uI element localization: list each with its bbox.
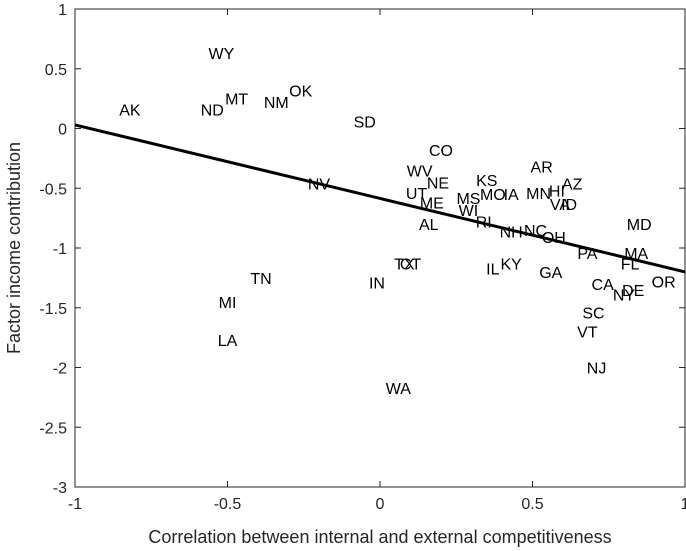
- y-axis-label: Factor income contribution: [4, 142, 24, 354]
- point-label-in: IN: [369, 276, 385, 293]
- point-label-tn: TN: [250, 271, 271, 288]
- point-label-al: AL: [419, 217, 439, 234]
- x-tick-label: -1: [68, 496, 82, 513]
- y-tick-label: 0.5: [45, 62, 67, 79]
- point-label-nd: ND: [201, 102, 224, 119]
- trend-line: [74, 123, 686, 274]
- point-label-az: AZ: [562, 176, 583, 193]
- x-tick-label: -0.5: [214, 496, 242, 513]
- point-label-mn: MN: [526, 186, 551, 203]
- point-label-nh: NH: [500, 224, 523, 241]
- point-label-la: LA: [218, 333, 238, 350]
- x-tick-label: 0.5: [521, 496, 543, 513]
- axis-ticks: [74, 8, 686, 488]
- point-label-co: CO: [429, 143, 453, 160]
- point-label-fl: FL: [621, 257, 640, 274]
- point-label-il: IL: [486, 261, 499, 278]
- y-tick-label: -1: [53, 241, 67, 258]
- point-label-hi: HI: [549, 184, 565, 201]
- x-tick-label: 0: [376, 496, 385, 513]
- point-label-md: MD: [627, 217, 652, 234]
- point-label-ct: CT: [400, 257, 422, 274]
- point-label-ia: IA: [504, 187, 519, 204]
- point-label-ri: RI: [476, 215, 492, 232]
- y-tick-label: -2: [53, 361, 67, 378]
- x-axis-label: Correlation between internal and externa…: [148, 527, 611, 547]
- point-label-va: VA: [550, 197, 570, 214]
- point-label-or: OR: [652, 274, 676, 291]
- y-tick-label: -2.5: [39, 420, 67, 437]
- point-label-sc: SC: [582, 306, 604, 323]
- point-label-nc: NC: [524, 223, 547, 240]
- point-label-mt: MT: [225, 92, 248, 109]
- point-label-mo: MO: [480, 187, 506, 204]
- y-tick-label: -3: [53, 480, 67, 497]
- point-label-wv: WV: [407, 163, 433, 180]
- point-label-wi: WI: [459, 203, 479, 220]
- y-tick-label: -1.5: [39, 301, 67, 318]
- point-label-sd: SD: [354, 114, 376, 131]
- point-label-ca: CA: [592, 277, 615, 294]
- point-label-pa: PA: [577, 246, 597, 263]
- point-label-ms: MS: [456, 191, 480, 208]
- point-label-nm: NM: [264, 95, 289, 112]
- point-label-me: ME: [420, 196, 444, 213]
- point-label-ks: KS: [476, 173, 497, 190]
- point-label-id: ID: [561, 197, 577, 214]
- trend-line-group: [74, 123, 686, 274]
- point-label-ne: NE: [427, 175, 449, 192]
- point-label-oh: OH: [542, 230, 566, 247]
- point-label-nj: NJ: [587, 361, 607, 378]
- point-label-ar: AR: [531, 160, 553, 177]
- point-label-ok: OK: [289, 83, 312, 100]
- point-label-ut: UT: [406, 186, 428, 203]
- point-label-ga: GA: [539, 265, 562, 282]
- point-label-mi: MI: [219, 295, 237, 312]
- axis-tick-labels: -1 -0.5 0 0.5 1 -3 -2.5 -2 -1.5 -1 -0.5 0 0.5 1: [39, 2, 686, 513]
- point-label-vt: VT: [577, 325, 598, 342]
- point-label-tx: TX: [394, 257, 415, 274]
- point-label-nv: NV: [308, 176, 331, 193]
- point-label-ma: MA: [624, 246, 648, 263]
- y-tick-label: -0.5: [39, 181, 67, 198]
- point-label-de: DE: [622, 283, 644, 300]
- point-label-wa: WA: [386, 381, 412, 398]
- x-tick-label: 1: [681, 496, 686, 513]
- point-label-wy: WY: [209, 46, 235, 63]
- y-tick-label: 0: [58, 122, 67, 139]
- point-label-ak: AK: [119, 102, 141, 119]
- y-tick-label: 1: [58, 2, 67, 19]
- point-label-ky: KY: [500, 257, 522, 274]
- point-label-ny: NY: [613, 288, 636, 305]
